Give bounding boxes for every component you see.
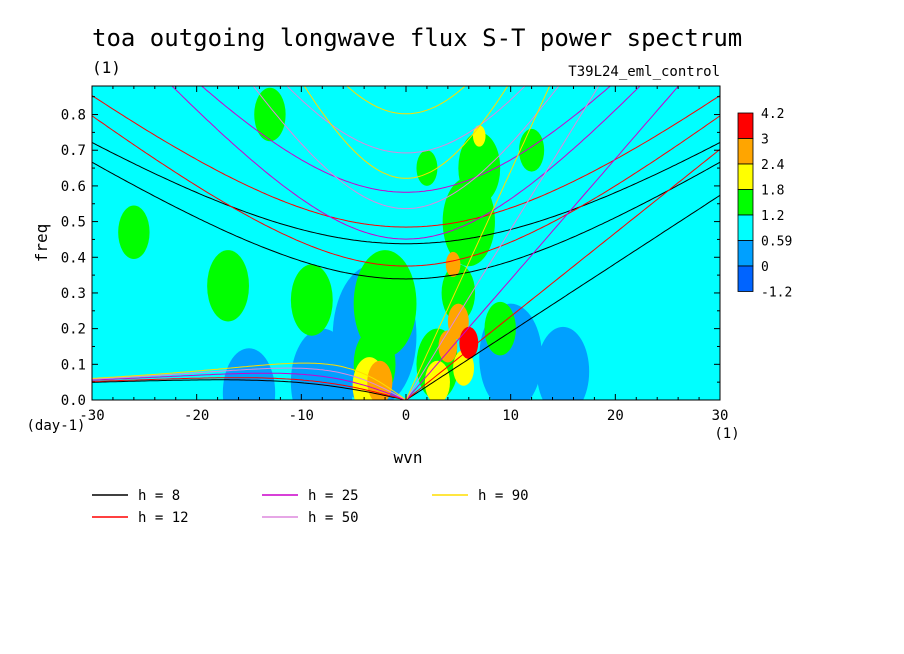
y-tick-label: 0.2 <box>61 322 86 338</box>
curve-rossby-h8 <box>92 379 407 400</box>
curve-ig2-h25 <box>200 86 612 193</box>
curve-ig2-h90 <box>346 86 466 115</box>
colorbar: 4.2 3 2.4 1.8 1.2 0.59 0 -1.2 <box>737 107 792 301</box>
heatmap-cell <box>441 264 476 322</box>
colorbar-label: 0.59 <box>761 235 792 250</box>
colorbar-label: 0 <box>761 260 769 275</box>
legend-label: h = 25 <box>308 488 359 504</box>
y-tick-label: 0.0 <box>61 393 86 409</box>
curve-kelvin-h25 <box>405 86 680 400</box>
legend-label: h = 50 <box>308 510 359 526</box>
legend: h = 8 h = 12 h = 25 h = 50 h = 90 <box>92 488 529 526</box>
curve-ig1-h12 <box>92 115 720 267</box>
colorbar-label: 4.2 <box>761 107 784 122</box>
heatmap-cell <box>445 251 461 277</box>
colorbar-segment <box>737 163 754 190</box>
curve-ig1-h8 <box>92 161 720 280</box>
y-tick-label: 0.1 <box>61 357 86 373</box>
run-label: T39L24_eml_control <box>568 64 720 80</box>
axes: -30 -20 -10 0 10 20 30 0.0 0.1 0.2 0.3 0.4 0.5 0.6 0.7… <box>61 86 729 424</box>
colorbar-label: 2.4 <box>761 158 785 173</box>
y-tick-label: 0.8 <box>61 108 86 124</box>
curve-ig1-h90 <box>303 86 509 179</box>
heatmap-cell <box>536 326 590 400</box>
curve-kelvin-h50 <box>405 86 600 400</box>
x-tick-label: 0 <box>402 408 410 424</box>
heatmap-cell <box>459 326 479 359</box>
colorbar-label: 1.2 <box>761 209 784 224</box>
heatmap-cell <box>290 264 333 336</box>
heatmap-cell <box>416 150 438 186</box>
colorbar-segment <box>737 265 754 292</box>
dispersion-curves <box>92 86 720 400</box>
x-tick-label: -10 <box>289 408 314 424</box>
colorbar-label: 3 <box>761 133 769 148</box>
y-tick-label: 0.6 <box>61 179 86 195</box>
legend-label: h = 90 <box>478 488 529 504</box>
colorbar-segment <box>737 214 754 241</box>
colorbar-label: -1.2 <box>761 286 792 301</box>
curve-rossby-h12 <box>92 377 407 400</box>
x-tick-label: -20 <box>184 408 209 424</box>
curve-ig2-h8 <box>92 142 720 245</box>
heatmap-cell <box>207 250 249 322</box>
curve-rossby-h50 <box>92 367 407 400</box>
y-tick-label: 0.7 <box>61 143 86 159</box>
chart-title: toa outgoing longwave flux S-T power spe… <box>92 24 742 52</box>
heatmap-cell <box>222 348 276 400</box>
heatmap-cell <box>118 205 150 260</box>
heatmap-cell <box>254 87 286 142</box>
heatmap-cell <box>367 360 393 400</box>
x-axis-unit: (1) <box>714 426 739 442</box>
x-tick-label: 30 <box>712 408 729 424</box>
curve-kelvin-h90 <box>405 86 551 400</box>
x-tick-label: 20 <box>607 408 624 424</box>
legend-label: h = 12 <box>138 510 189 526</box>
curve-rossby-h90 <box>92 362 407 400</box>
curve-ig2-h50 <box>286 86 526 154</box>
curve-kelvin-h8 <box>405 194 720 400</box>
colorbar-segment <box>737 240 754 267</box>
heatmap-cell <box>519 128 545 172</box>
legend-label: h = 8 <box>138 488 180 504</box>
heatmap-cell <box>438 330 458 363</box>
colorbar-segment <box>737 138 754 165</box>
heatmap-cell <box>458 132 501 204</box>
curve-ig1-h25 <box>171 86 641 240</box>
colorbar-label: 1.8 <box>761 184 784 199</box>
plot-area <box>91 85 721 401</box>
y-axis-unit: (day-1) <box>26 418 85 434</box>
curve-rossby-h25 <box>92 372 407 400</box>
y-axis-label: freq <box>32 224 51 263</box>
y-tick-label: 0.4 <box>61 250 86 266</box>
colorbar-segment <box>737 112 754 139</box>
colorbar-segment <box>737 189 754 216</box>
y-tick-label: 0.5 <box>61 215 86 231</box>
x-axis-label: wvn <box>394 448 423 467</box>
chart-subtitle: (1) <box>92 58 121 77</box>
heatmap-cell <box>484 301 516 356</box>
curve-ig1-h50 <box>252 86 560 210</box>
x-tick-label: 10 <box>502 408 519 424</box>
y-tick-label: 0.3 <box>61 286 86 302</box>
curve-kelvin-h12 <box>405 148 720 400</box>
x-tick-label: -30 <box>79 408 104 424</box>
